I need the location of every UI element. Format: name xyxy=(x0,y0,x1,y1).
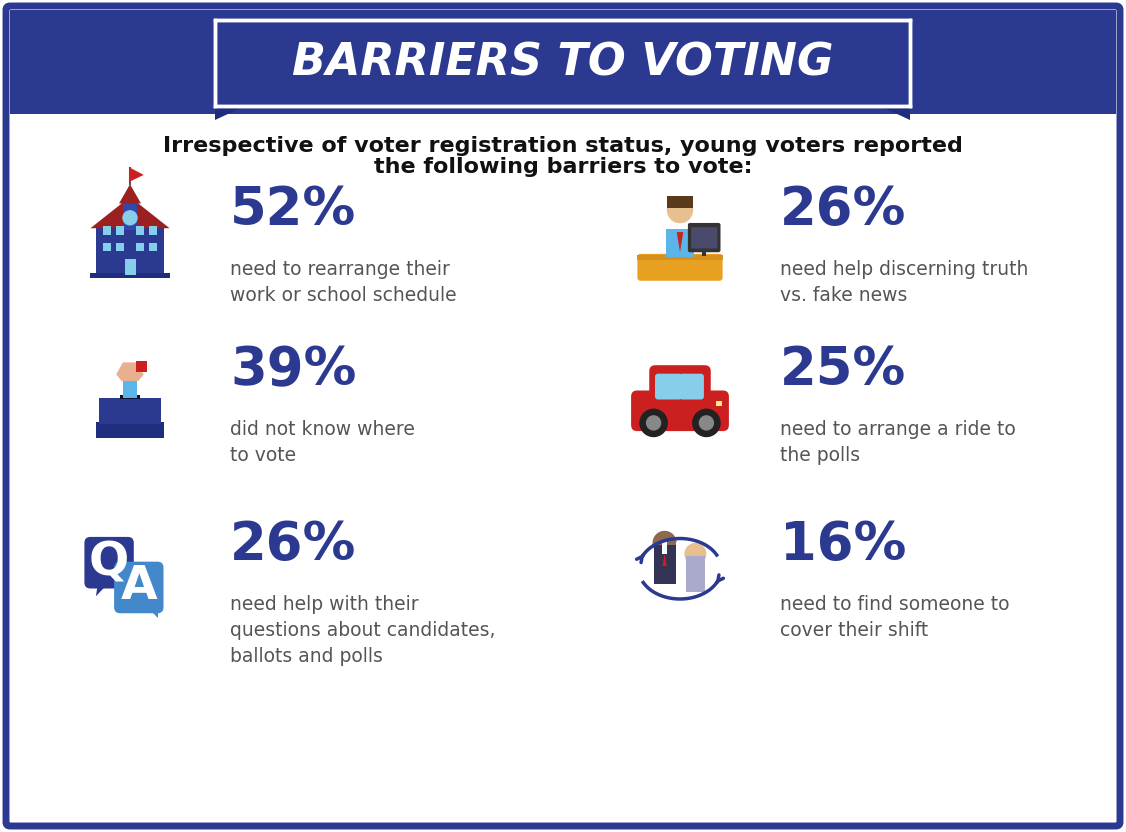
FancyBboxPatch shape xyxy=(688,223,721,252)
Bar xyxy=(120,395,140,399)
Bar xyxy=(123,202,137,230)
FancyBboxPatch shape xyxy=(84,537,134,588)
Bar xyxy=(716,401,723,406)
Polygon shape xyxy=(96,582,109,597)
Text: need help with their
questions about candidates,
ballots and polls: need help with their questions about can… xyxy=(230,595,495,666)
Bar xyxy=(123,373,137,398)
Circle shape xyxy=(685,543,706,565)
Bar xyxy=(125,259,135,275)
FancyBboxPatch shape xyxy=(655,374,682,399)
Bar xyxy=(96,228,164,275)
Circle shape xyxy=(123,210,137,225)
FancyBboxPatch shape xyxy=(6,6,1120,826)
Text: need to find someone to
cover their shift: need to find someone to cover their shif… xyxy=(780,595,1010,640)
Polygon shape xyxy=(662,554,667,566)
Bar xyxy=(150,243,157,251)
Polygon shape xyxy=(677,232,683,252)
FancyBboxPatch shape xyxy=(114,562,163,613)
Bar xyxy=(116,243,124,251)
Text: A: A xyxy=(120,564,158,609)
Circle shape xyxy=(652,531,677,555)
Text: 39%: 39% xyxy=(230,344,356,396)
Bar xyxy=(136,243,144,251)
Bar xyxy=(701,249,706,255)
Text: 26%: 26% xyxy=(230,519,356,571)
Bar xyxy=(662,542,668,554)
Polygon shape xyxy=(90,197,170,228)
Bar xyxy=(10,10,1116,114)
Circle shape xyxy=(640,409,668,437)
Polygon shape xyxy=(146,607,158,618)
Circle shape xyxy=(667,197,694,223)
Text: Q: Q xyxy=(89,541,129,586)
FancyBboxPatch shape xyxy=(679,374,704,399)
Bar xyxy=(116,226,124,235)
Bar xyxy=(104,226,110,235)
FancyBboxPatch shape xyxy=(637,254,723,280)
Bar xyxy=(653,545,676,583)
Bar xyxy=(686,556,705,592)
Text: BARRIERS TO VOTING: BARRIERS TO VOTING xyxy=(293,42,833,85)
Bar xyxy=(99,398,161,424)
Bar xyxy=(150,226,157,235)
Bar xyxy=(135,361,146,372)
Polygon shape xyxy=(215,106,245,120)
Text: 16%: 16% xyxy=(780,519,906,571)
Polygon shape xyxy=(119,184,141,204)
Circle shape xyxy=(699,415,714,431)
Text: need to arrange a ride to
the polls: need to arrange a ride to the polls xyxy=(780,420,1016,465)
Text: 52%: 52% xyxy=(230,184,356,236)
Polygon shape xyxy=(116,363,144,381)
Circle shape xyxy=(646,415,661,431)
Bar xyxy=(104,243,110,251)
Bar xyxy=(90,274,170,278)
Circle shape xyxy=(692,409,721,437)
Bar xyxy=(676,542,681,554)
Text: did not know where
to vote: did not know where to vote xyxy=(230,420,414,465)
Bar xyxy=(215,20,910,106)
FancyBboxPatch shape xyxy=(650,365,711,404)
Bar xyxy=(667,196,694,208)
Text: 25%: 25% xyxy=(780,344,906,396)
Bar xyxy=(96,423,164,438)
Text: need help discerning truth
vs. fake news: need help discerning truth vs. fake news xyxy=(780,260,1028,305)
Bar xyxy=(136,226,144,235)
FancyBboxPatch shape xyxy=(691,227,717,249)
Bar xyxy=(667,229,694,257)
Text: Irrespective of voter registration status, young voters reported: Irrespective of voter registration statu… xyxy=(163,136,963,156)
Text: 26%: 26% xyxy=(780,184,906,236)
Text: need to rearrange their
work or school schedule: need to rearrange their work or school s… xyxy=(230,260,457,305)
Bar xyxy=(637,255,723,260)
FancyBboxPatch shape xyxy=(631,390,729,431)
Polygon shape xyxy=(129,168,144,181)
Polygon shape xyxy=(881,106,910,120)
Text: the following barriers to vote:: the following barriers to vote: xyxy=(374,157,752,177)
